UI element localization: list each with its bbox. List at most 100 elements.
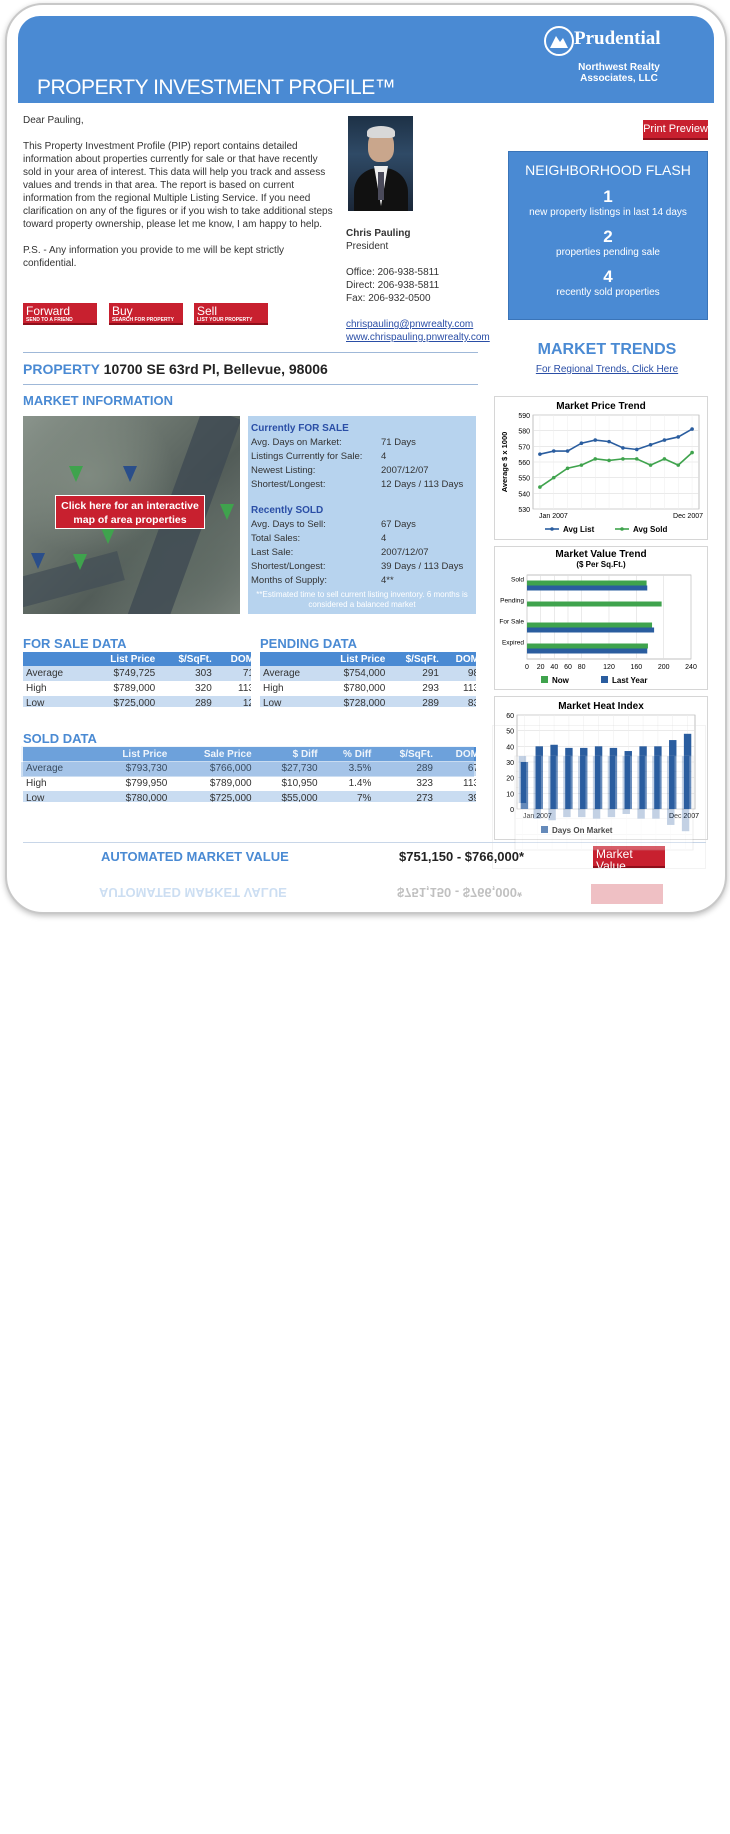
bar	[527, 601, 662, 607]
sold-table: List PriceSale Price$ Diff% Diff$/SqFt.D…	[23, 747, 476, 802]
map-pin-icon[interactable]	[31, 553, 45, 569]
letter-ps: P.S. - Any information you provide to me…	[23, 245, 285, 269]
agent-website-link[interactable]: www.chrispauling.pnwrealty.com	[346, 332, 490, 343]
data-point	[662, 438, 667, 442]
bar	[527, 585, 648, 591]
category-label: Sold	[511, 577, 524, 584]
letter-greeting: Dear Pauling,	[23, 115, 84, 126]
series-line	[539, 428, 693, 455]
flash-pending-count: 2	[603, 227, 613, 246]
table-cell: High	[260, 681, 319, 696]
data-point	[579, 463, 584, 467]
y-tick-label: 50	[506, 729, 514, 736]
market-value-sublabel: PRICE THIS HOME	[596, 872, 641, 878]
table-cell: 113	[214, 681, 251, 696]
header-banner: PROPERTY INVESTMENT PROFILE™ Prudential …	[18, 16, 714, 103]
regional-trends-link[interactable]: For Regional Trends, Click Here	[535, 364, 679, 375]
logo-subtitle: Northwest Realty Associates, LLC	[578, 62, 660, 84]
market-value-button[interactable]: Market Value PRICE THIS HOME	[593, 846, 665, 878]
report-frame: PROPERTY INVESTMENT PROFILE™ Prudential …	[5, 3, 727, 914]
print-preview-button[interactable]: Print Preview	[643, 120, 708, 140]
table-cell: 113	[441, 681, 476, 696]
interactive-map-button[interactable]: Click here for an interactive map of are…	[55, 495, 205, 529]
chart-title: Market Heat Index	[558, 701, 644, 712]
flash-pending-text: properties pending sale	[556, 247, 660, 258]
table-cell: $27,730	[254, 761, 321, 776]
category-label: Expired	[502, 640, 524, 647]
buy-button[interactable]: Buy SEARCH FOR PROPERTY	[109, 303, 183, 325]
map-pin-icon[interactable]	[123, 466, 137, 482]
reflection-lower	[16, 725, 712, 869]
map-pin-icon[interactable]	[73, 554, 87, 570]
table-cell: 39	[436, 791, 476, 802]
x-tick-label: Jan 2007	[539, 513, 568, 520]
legend-label: Last Year	[612, 676, 647, 685]
bar	[683, 733, 692, 809]
data-point	[607, 458, 611, 463]
column-header: $/SqFt.	[388, 652, 442, 666]
market-price-trend-chart: Market Price Trend 590 580 570 560 550 540 530 A…	[494, 396, 708, 540]
neighborhood-flash-title: NEIGHBORHOOD FLASH	[525, 162, 691, 178]
plot-area	[514, 755, 694, 851]
intro-letter: Dear Pauling, This Property Investment P…	[23, 114, 333, 283]
report-inner: PROPERTY INVESTMENT PROFILE™ Prudential …	[18, 16, 714, 901]
flash-sold-text: recently sold properties	[556, 287, 660, 298]
y-tick-label: 30	[506, 760, 514, 767]
info-row: Shortest/Longest: 39 Days / 113 Days	[251, 561, 464, 572]
legend-swatch	[550, 527, 554, 531]
data-point	[538, 485, 542, 489]
forward-button[interactable]: Forward SEND TO A FRIEND	[23, 303, 97, 325]
column-header: $/SqFt.	[158, 652, 215, 666]
data-point	[565, 449, 570, 453]
bar	[594, 746, 603, 809]
table-cell: $789,000	[84, 681, 159, 696]
area-map[interactable]: Click here for an interactive map of are…	[23, 416, 240, 614]
info-row: Avg. Days to Sell: 67 Days	[251, 519, 416, 530]
buy-sublabel: SEARCH FOR PROPERTY	[112, 317, 174, 323]
y-tick-label: 560	[518, 460, 530, 467]
letter-body: This Property Investment Profile (PIP) r…	[23, 141, 333, 230]
bar	[609, 747, 618, 809]
legend-label: Avg List	[563, 525, 595, 534]
table-cell: Average	[23, 761, 91, 776]
x-tick-label: 20	[537, 664, 545, 671]
y-tick-label: 60	[506, 713, 514, 720]
table-row: High$780,000293113	[260, 681, 476, 696]
bar	[622, 756, 630, 814]
legend-swatch	[541, 826, 548, 833]
column-header: $/SqFt.	[374, 747, 436, 761]
y-tick-label: 0	[510, 807, 514, 814]
bar	[639, 746, 647, 809]
column-header: List Price	[318, 652, 389, 666]
column-header: Sale Price	[170, 747, 255, 761]
y-axis-label: Average $ x 1000	[500, 432, 509, 493]
table-row: Average$793,730$766,000$27,7303.5%28967	[23, 761, 476, 776]
data-point	[648, 442, 653, 447]
column-header: List Price	[84, 652, 159, 666]
bar	[518, 756, 527, 803]
data-point	[579, 441, 584, 445]
y-tick-label: 570	[518, 444, 530, 451]
data-point	[621, 446, 625, 450]
market-value-trend-svg: Market Value Trend($ Per Sq.Ft.) 0 20 40 60 8…	[499, 549, 697, 685]
map-pin-icon[interactable]	[69, 466, 83, 482]
divider	[23, 842, 706, 843]
map-pin-icon[interactable]	[101, 528, 115, 544]
for-sale-table-clip: List Price$/SqFt.DOMAverage$749,72530371…	[23, 652, 251, 707]
map-pin-icon[interactable]	[220, 504, 234, 520]
agent-email-link[interactable]: chrispauling@pnwrealty.com	[346, 319, 474, 330]
x-tick-label: 0	[525, 664, 529, 671]
table-cell: 289	[388, 696, 442, 707]
info-row: Last Sale: 2007/12/07	[251, 547, 429, 558]
rock-logo-icon	[544, 26, 574, 56]
data-point	[621, 457, 625, 461]
market-information-title: MARKET INFORMATION	[23, 393, 173, 408]
series-line	[539, 452, 693, 488]
table-cell: 323	[374, 776, 436, 791]
info-row: Avg. Days on Market: 71 Days	[251, 437, 416, 448]
legend-swatch	[601, 676, 608, 683]
y-tick-label: 550	[518, 476, 530, 483]
bar	[533, 756, 541, 819]
sell-button[interactable]: Sell LIST YOUR PROPERTY	[194, 303, 268, 325]
sell-label: Sell	[197, 304, 218, 318]
